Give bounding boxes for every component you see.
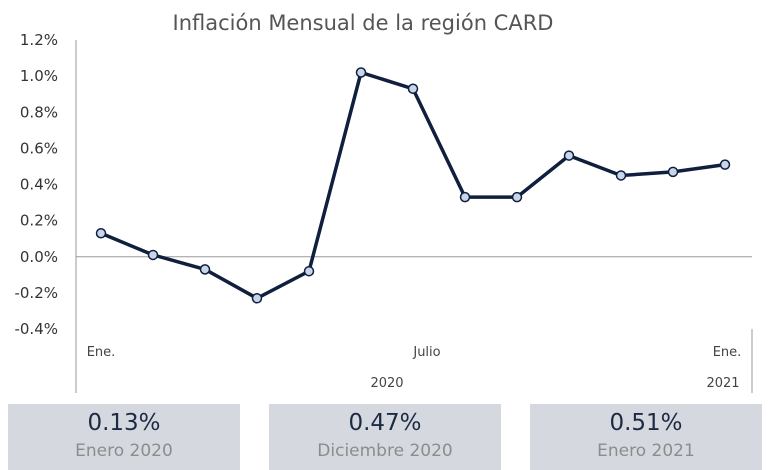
chart-area: Inflación Mensual de la región CARD 1.2%…	[14, 11, 753, 393]
y-tick-label: 0.0%	[20, 248, 58, 266]
summary-label: Diciembre 2020	[317, 441, 453, 461]
data-point	[251, 293, 263, 304]
data-point	[303, 265, 315, 277]
y-tick-label: -0.4%	[14, 320, 58, 338]
y-tick-label: 1.2%	[20, 31, 58, 49]
data-point	[95, 228, 107, 239]
y-tick-label: 0.6%	[20, 139, 58, 157]
x-year-label: 2020	[370, 376, 403, 391]
data-point	[459, 191, 471, 203]
summary-label: Enero 2020	[75, 441, 173, 461]
summary-value: 0.47%	[348, 410, 422, 436]
axes	[75, 40, 753, 393]
summary-cards: 0.13% Enero 2020 0.47% Diciembre 2020 0.…	[0, 404, 768, 470]
x-tick-label: Ene.	[713, 345, 742, 360]
x-tick-label: Julio	[412, 345, 440, 360]
data-point	[355, 67, 367, 78]
summary-value: 0.51%	[609, 410, 683, 436]
summary-card-jan-2020: 0.13% Enero 2020	[8, 404, 240, 470]
x-year-label: 2021	[706, 376, 739, 391]
data-point	[667, 166, 679, 178]
y-tick-label: -0.2%	[14, 284, 58, 302]
y-tick-label: 0.2%	[20, 212, 58, 230]
summary-card-dec-2020: 0.47% Diciembre 2020	[269, 404, 501, 470]
summary-label: Enero 2021	[597, 441, 695, 461]
data-point	[563, 150, 575, 161]
summary-value: 0.13%	[87, 410, 161, 436]
summary-card-jan-2021: 0.51% Enero 2021	[530, 404, 762, 470]
series-line	[100, 70, 726, 301]
data-point	[147, 249, 159, 261]
series-layer	[95, 67, 731, 304]
data-point	[615, 170, 627, 181]
chart-title: Inflación Mensual de la región CARD	[173, 11, 554, 35]
data-point	[199, 264, 211, 275]
data-point	[407, 83, 419, 95]
tick-labels: 1.2% 1.0% 0.8% 0.6% 0.4% 0.2% 0.0% -0.2% -0.4% En…	[14, 31, 741, 391]
data-point	[719, 159, 731, 170]
y-tick-label: 0.8%	[20, 103, 58, 121]
y-tick-label: 1.0%	[20, 67, 58, 85]
x-tick-label: Ene.	[87, 345, 116, 360]
y-tick-label: 0.4%	[20, 176, 58, 194]
data-point	[511, 191, 523, 203]
